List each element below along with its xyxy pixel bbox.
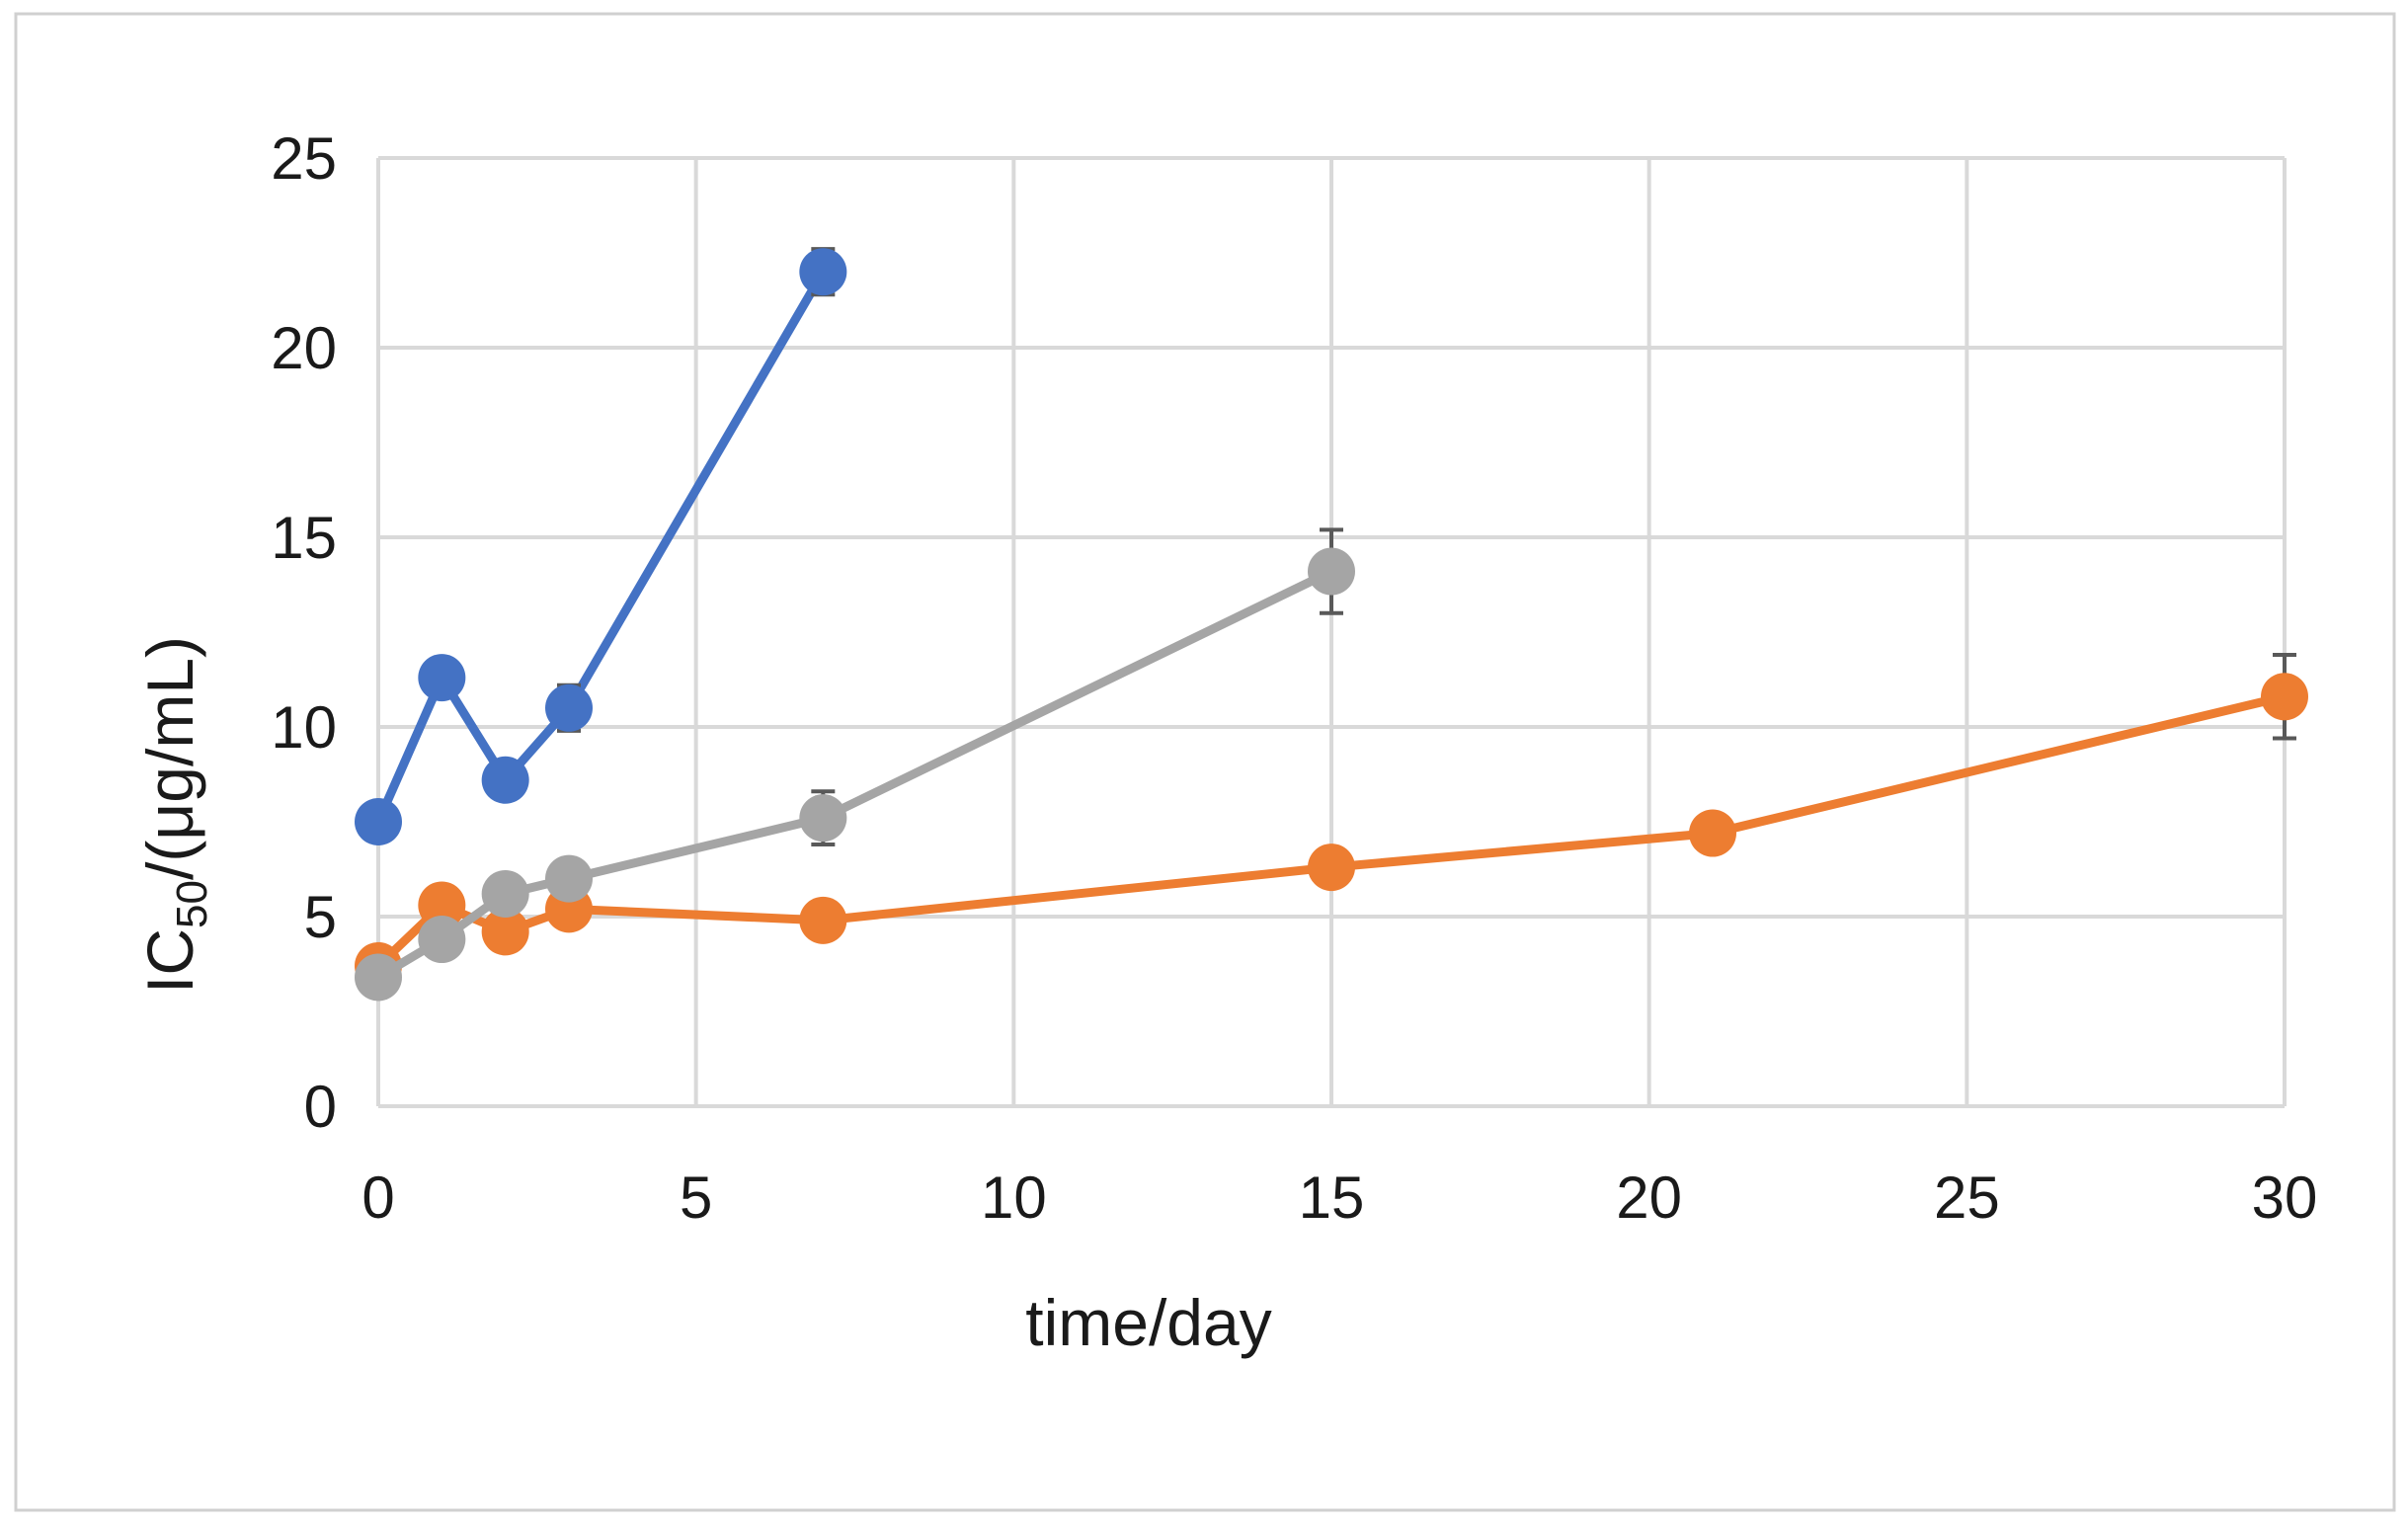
data-point: [1308, 547, 1355, 596]
data-point: [799, 896, 847, 944]
x-tick-label: 5: [680, 1165, 712, 1231]
x-tick-label: 20: [1616, 1165, 1682, 1231]
data-point: [418, 916, 466, 964]
data-point: [418, 881, 466, 929]
x-tick-label: 15: [1299, 1165, 1365, 1231]
y-tick-label: 5: [304, 884, 337, 950]
data-point: [2261, 673, 2308, 721]
data-point: [355, 953, 402, 1002]
series-3: [355, 527, 1355, 1002]
y-tick-label: 25: [271, 125, 337, 192]
x-tick-label: 25: [1934, 1165, 2000, 1231]
data-point: [799, 248, 847, 296]
data-point: [545, 683, 593, 732]
x-tick-label: 30: [2252, 1165, 2318, 1231]
x-tick-labels: 0 5 10 15 20 25 30: [361, 1165, 2317, 1231]
y-tick-label: 20: [271, 315, 337, 381]
y-tick-label: 15: [271, 505, 337, 571]
y-axis-title: IC50/(μg/mL): [133, 636, 216, 994]
y-tick-label: 10: [271, 694, 337, 761]
data-point: [481, 908, 529, 956]
x-tick-label: 0: [361, 1165, 394, 1231]
data-point: [799, 794, 847, 843]
series-2: [355, 653, 2308, 990]
data-point: [481, 756, 529, 804]
y-axis-title-suffix: /(μg/mL): [133, 636, 206, 880]
series-1: [355, 247, 847, 845]
x-axis-title: time/day: [1025, 1286, 1271, 1359]
data-point: [481, 869, 529, 918]
data-point: [1689, 809, 1736, 857]
y-axis-title-prefix: IC: [133, 928, 206, 994]
data-point: [418, 654, 466, 702]
x-tick-label: 10: [981, 1165, 1047, 1231]
data-point: [355, 798, 402, 845]
data-point: [1308, 843, 1355, 892]
data-point: [545, 854, 593, 903]
y-tick-label: 0: [304, 1074, 337, 1140]
y-tick-labels: 0 5 10 15 20 25: [271, 125, 337, 1140]
series-layer: [355, 247, 2308, 1002]
y-axis-title-subscript: 50: [168, 880, 216, 928]
